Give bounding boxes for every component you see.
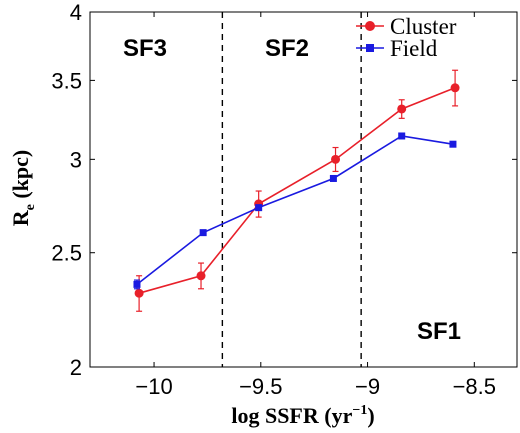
- x-tick-label: −8.5: [453, 374, 496, 399]
- region-label-sf1: SF1: [417, 318, 461, 345]
- data-point: [134, 288, 144, 298]
- legend-field-label: Field: [390, 36, 438, 61]
- legend-cluster-label: Cluster: [390, 14, 457, 39]
- axis-ticks: −10 −9.5 −9 −8.5 2 2.5 3 3.5 4: [51, 0, 517, 399]
- data-point: [133, 280, 141, 288]
- data-point: [199, 229, 207, 237]
- data-point: [196, 271, 206, 281]
- data-point: [450, 83, 460, 93]
- legend-field-marker: [366, 44, 374, 52]
- series-line: [138, 87, 456, 294]
- series-layer: [133, 69, 460, 312]
- data-point: [398, 132, 406, 140]
- y-tick-label: 2.5: [51, 241, 82, 266]
- legend-cluster-marker: [365, 21, 375, 31]
- region-label-sf3: SF3: [123, 35, 167, 62]
- region-dividers: [221, 12, 362, 367]
- data-point: [397, 104, 407, 114]
- data-point: [329, 174, 337, 182]
- y-axis-label: Re (kpc): [8, 150, 38, 227]
- y-tick-label: 3: [70, 147, 82, 172]
- y-tick-label: 3.5: [51, 68, 82, 93]
- region-label-sf2: SF2: [265, 35, 309, 62]
- data-point: [449, 140, 457, 148]
- y-tick-label: 2: [70, 355, 82, 380]
- x-tick-label: −9: [355, 374, 380, 399]
- data-point: [331, 154, 341, 164]
- y-tick-label: 4: [70, 0, 82, 25]
- x-axis-label: log SSFR (yr−1): [231, 403, 374, 428]
- x-tick-label: −9.5: [239, 374, 282, 399]
- data-point: [255, 204, 263, 212]
- series-field: [133, 132, 457, 290]
- series-line: [136, 135, 454, 286]
- x-tick-label: −10: [135, 374, 172, 399]
- legend: Cluster Field: [356, 14, 457, 61]
